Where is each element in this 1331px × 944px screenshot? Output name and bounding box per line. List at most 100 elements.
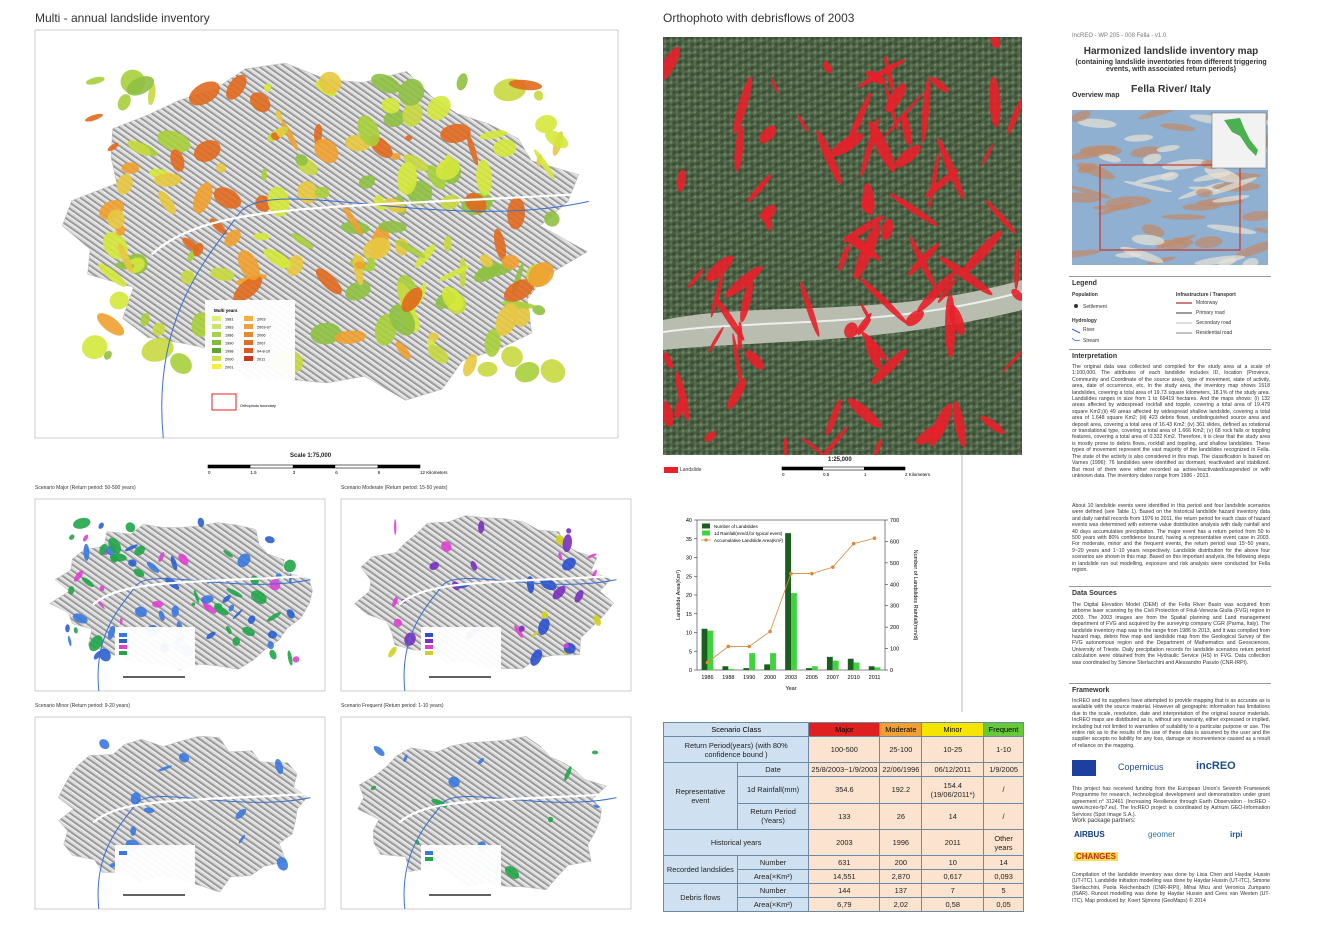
legend-swatch: [212, 324, 221, 329]
table-cell: 25/8/2003~1/9/2003: [808, 762, 881, 778]
debris-flow: [909, 236, 936, 289]
landslide-area: [443, 235, 452, 252]
y2-tick-label: 100: [890, 647, 899, 653]
landslide-area: [261, 168, 268, 182]
landslide-area: [398, 78, 425, 106]
landslide-area: [109, 862, 116, 868]
legend-swatch: [425, 851, 433, 855]
landslide-area: [154, 173, 182, 187]
landslide-area: [477, 758, 484, 765]
section-title: Data Sources: [1072, 590, 1117, 597]
river: [97, 578, 311, 691]
landslide-area: [441, 541, 452, 552]
landslide-area: [98, 648, 111, 662]
debris-flow: [889, 193, 939, 227]
relief: [1235, 240, 1268, 258]
debris-flow: [852, 235, 881, 262]
road: [92, 792, 314, 824]
landslide-area: [127, 140, 151, 156]
landslide-area: [477, 361, 498, 377]
landslide-area: [352, 252, 364, 286]
landslide-area: [435, 158, 460, 181]
map-title: Multi - annual landslide inventory: [35, 11, 210, 25]
orthophoto-legend-swatch: [664, 467, 678, 473]
paragraph: The original data was collected and comp…: [1072, 364, 1270, 479]
landslide-area: [170, 149, 185, 172]
debris-flow: [981, 143, 994, 166]
table-label-cell: Area(×Km²): [736, 869, 810, 885]
y-tick-label: 35: [686, 537, 692, 543]
debris-flow: [930, 76, 949, 93]
landslide-area: [191, 602, 196, 607]
debris-flow: [725, 266, 763, 298]
relief: [1182, 203, 1221, 211]
legend-label: 2006: [257, 333, 265, 337]
debris-flow: [874, 438, 883, 455]
debris-flow: [663, 401, 674, 427]
legend-swatch: [244, 332, 253, 337]
landslide-area: [193, 182, 213, 214]
landslide-area: [533, 90, 544, 101]
point: [872, 536, 877, 541]
bar: [791, 593, 797, 670]
landslide-area: [383, 110, 405, 127]
landslide-area: [107, 209, 125, 229]
landslide-area: [83, 543, 90, 561]
x-tick-label: 2011: [869, 675, 881, 681]
landslide-area: [201, 595, 214, 604]
bar: [811, 666, 818, 670]
debris-flow: [939, 256, 993, 296]
x-tick-label: 2003: [785, 675, 797, 681]
legend-swatch: [119, 851, 127, 855]
overview-title: Overview map: [1072, 92, 1120, 99]
landslide-area: [146, 561, 160, 573]
landslide-area: [223, 550, 233, 558]
legend-label: 1d Rainfall(mm/d,for typical event): [714, 531, 783, 536]
x-tick-label: 2000: [764, 675, 776, 681]
table-cell: 133: [808, 802, 881, 830]
valley: [663, 280, 1022, 350]
table-label-cell: Historical years: [662, 828, 810, 857]
legend-label: Number of Landslides: [714, 524, 759, 529]
relief: [1072, 192, 1100, 203]
table-row: Area(×Km²) 6,79 2,02 0,58 0,05: [664, 897, 1024, 912]
table-cell: 25-100: [879, 735, 923, 764]
debris-flow: [980, 415, 1005, 435]
panel-header: IncREO - WP 205 - 008 Fella - v1.0: [1072, 33, 1167, 39]
landslide-area: [587, 553, 597, 559]
debris-flow: [949, 304, 965, 336]
landslide-area: [441, 286, 464, 311]
legend-swatch: [212, 316, 221, 321]
landslide-area: [255, 195, 272, 212]
table-row: Debris flows Number 144 137 7 5: [663, 883, 1024, 912]
table-label-cell: Recorded landslides: [663, 855, 738, 885]
orthophoto-texture: [663, 37, 1022, 455]
table-cell: 192.2: [879, 776, 923, 804]
debris-flow: [901, 111, 912, 147]
landslide-area: [515, 362, 540, 383]
road: [663, 291, 1022, 333]
landslide-area: [85, 76, 105, 85]
legend-swatch: [212, 364, 221, 369]
landslide-area: [158, 765, 173, 772]
landslide-area: [362, 237, 391, 260]
landslide-area: [188, 81, 220, 106]
landslide-area: [319, 71, 342, 94]
debris-flow: [816, 130, 842, 185]
table-cell: /: [983, 776, 1024, 804]
legend-swatch: [119, 633, 127, 637]
river: [403, 796, 617, 909]
legend-swatch: [244, 348, 253, 353]
x-tick-label: 1988: [722, 675, 734, 681]
table-cell: 1/9/2005: [983, 762, 1024, 778]
legend-item: Secondary road: [1196, 320, 1232, 326]
debris-flow: [961, 230, 1003, 276]
map-legend-box: [421, 627, 501, 669]
map-content: [61, 62, 595, 438]
point: [768, 629, 772, 634]
partners-title: Work package partners:: [1072, 818, 1136, 824]
relief: [1072, 185, 1112, 199]
landslide-area: [249, 92, 271, 113]
debris-flow: [734, 125, 744, 172]
landslide-area: [538, 617, 550, 636]
